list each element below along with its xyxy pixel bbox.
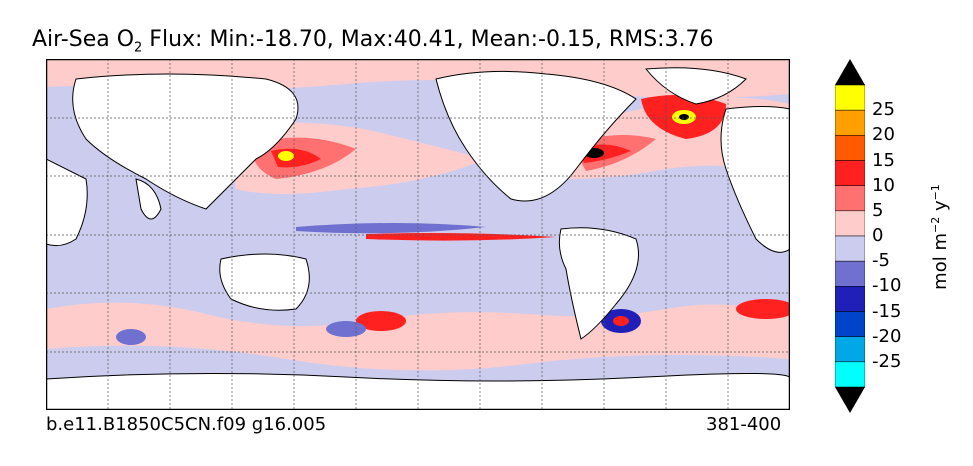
colorbar-cell	[835, 135, 865, 161]
labrador-sea-max	[679, 114, 689, 120]
colorbar-cell	[835, 109, 865, 136]
colorbar-cell	[835, 185, 865, 212]
colorbar-tick-label: 0	[872, 225, 884, 246]
colorbar-cells	[835, 84, 865, 388]
colorbar-cell	[835, 311, 865, 337]
asia-land	[72, 73, 299, 210]
title-prefix: Air-Sea O	[32, 27, 135, 52]
north-america-land	[435, 70, 637, 202]
flux-map	[46, 59, 790, 410]
unit-y: y	[930, 200, 951, 217]
colorbar	[835, 55, 865, 417]
unit-exp-y: −1	[929, 184, 942, 201]
colorbar-tick-label: -20	[872, 325, 902, 347]
case-name: b.e11.B1850C5CN.f09 g16.005	[46, 414, 327, 435]
colorbar-tick-label: 15	[872, 149, 895, 171]
greenland-land	[645, 67, 747, 105]
unit-mol-m: mol m	[930, 233, 951, 290]
north-pacific-peak	[278, 151, 294, 161]
tasman-negative	[326, 321, 366, 337]
colorbar-tick-label: 5	[872, 199, 884, 221]
colorbar-tick-label: 20	[872, 124, 895, 146]
colorbar-cell	[835, 210, 865, 237]
colorbar-tick-label: 10	[872, 174, 895, 196]
colorbar-cell	[835, 84, 865, 111]
colorbar-extend-high	[835, 59, 865, 85]
south-pacific-hotspot	[356, 311, 406, 331]
colorbar-cell	[835, 361, 865, 388]
colorbar-cell	[835, 260, 865, 287]
india-land	[135, 178, 162, 220]
chart-title: Air-Sea O2 Flux: Min:-18.70, Max:40.41, …	[32, 27, 714, 55]
colorbar-cell	[835, 235, 865, 262]
indian-ocean-negative	[116, 329, 146, 345]
colorbar-cell	[835, 336, 865, 363]
colorbar-unit-label: mol m−2 y−1	[929, 184, 951, 290]
colorbar-tick-label: -15	[872, 300, 902, 322]
colorbar-tick-label: -5	[872, 250, 890, 272]
equatorial-pacific-negative	[296, 223, 486, 234]
colorbar-cell	[835, 286, 865, 312]
colorbar-tick-label: 25	[872, 99, 895, 121]
colorbar-cell	[835, 160, 865, 186]
gridlines	[46, 59, 790, 410]
colorbar-tick-label: -10	[872, 275, 902, 297]
europe-africa-land	[720, 106, 790, 253]
south-atlantic-hotspot	[613, 316, 629, 326]
title-stats: Flux: Min:-18.70, Max:40.41, Mean:-0.15,…	[142, 27, 714, 52]
africa-west-land	[46, 158, 88, 247]
australia-land	[219, 253, 310, 311]
unit-exp-m: −2	[929, 216, 942, 233]
indian-south-hotspot	[736, 299, 790, 319]
year-range: 381-400	[706, 414, 782, 435]
map-svg	[46, 59, 790, 410]
colorbar-extend-low	[835, 387, 865, 413]
map-border	[46, 59, 790, 410]
south-america-land	[558, 227, 639, 340]
equatorial-pacific-positive	[366, 233, 556, 241]
colorbar-tick-label: -25	[872, 350, 902, 372]
title-subscript: 2	[134, 40, 143, 56]
colorbar-svg	[835, 59, 865, 413]
